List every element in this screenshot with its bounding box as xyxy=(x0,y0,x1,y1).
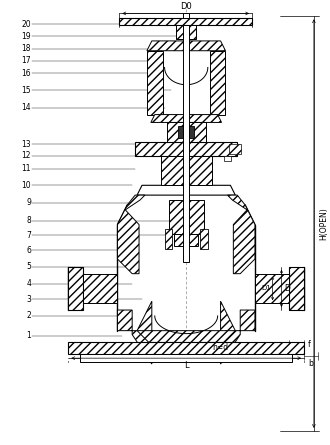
Text: 17: 17 xyxy=(21,56,31,65)
Text: 6: 6 xyxy=(26,246,31,255)
Text: 14: 14 xyxy=(21,103,31,112)
Bar xyxy=(175,235,198,246)
Text: 8: 8 xyxy=(26,216,31,225)
Bar xyxy=(178,126,194,138)
Text: 10: 10 xyxy=(21,181,31,190)
Polygon shape xyxy=(147,41,225,51)
Text: D0: D0 xyxy=(180,3,192,12)
Bar xyxy=(255,274,289,303)
Bar xyxy=(68,343,304,354)
Text: D: D xyxy=(284,284,290,293)
Polygon shape xyxy=(117,195,145,274)
Text: 12: 12 xyxy=(21,151,31,160)
Text: D1: D1 xyxy=(261,285,271,291)
Bar xyxy=(200,230,208,249)
Bar xyxy=(176,25,196,39)
Text: 19: 19 xyxy=(21,32,31,40)
Polygon shape xyxy=(210,51,225,114)
Text: 1: 1 xyxy=(26,331,31,340)
Text: 15: 15 xyxy=(21,85,31,94)
Bar xyxy=(167,122,206,142)
Bar xyxy=(161,156,212,185)
Text: 4: 4 xyxy=(26,279,31,288)
Text: b: b xyxy=(309,359,314,368)
Bar xyxy=(83,274,117,303)
Text: 7: 7 xyxy=(26,231,31,240)
Bar xyxy=(183,25,189,262)
Polygon shape xyxy=(147,51,163,114)
Polygon shape xyxy=(137,185,235,195)
Polygon shape xyxy=(137,331,235,343)
Polygon shape xyxy=(220,301,255,364)
Bar xyxy=(178,25,194,33)
Text: 9: 9 xyxy=(26,198,31,207)
Bar xyxy=(68,267,83,310)
Text: f: f xyxy=(308,340,311,349)
Bar xyxy=(183,13,189,18)
Bar xyxy=(223,156,231,161)
Text: 16: 16 xyxy=(21,69,31,78)
Bar xyxy=(169,200,204,235)
Text: n=d: n=d xyxy=(213,343,229,352)
Polygon shape xyxy=(151,114,221,122)
Text: 5: 5 xyxy=(26,262,31,271)
Text: 11: 11 xyxy=(21,164,31,173)
Bar xyxy=(135,142,237,156)
Text: 18: 18 xyxy=(21,44,31,53)
Polygon shape xyxy=(117,301,152,364)
Text: 2: 2 xyxy=(26,312,31,320)
Bar xyxy=(229,144,241,154)
Text: 13: 13 xyxy=(21,140,31,149)
Bar xyxy=(289,267,304,310)
Bar xyxy=(80,354,292,362)
Text: H(OPEN): H(OPEN) xyxy=(319,207,328,240)
Bar xyxy=(165,230,173,249)
Bar xyxy=(119,18,252,25)
Polygon shape xyxy=(227,195,255,274)
Text: 3: 3 xyxy=(26,295,31,304)
Text: 20: 20 xyxy=(21,20,31,29)
Text: L: L xyxy=(184,361,188,370)
